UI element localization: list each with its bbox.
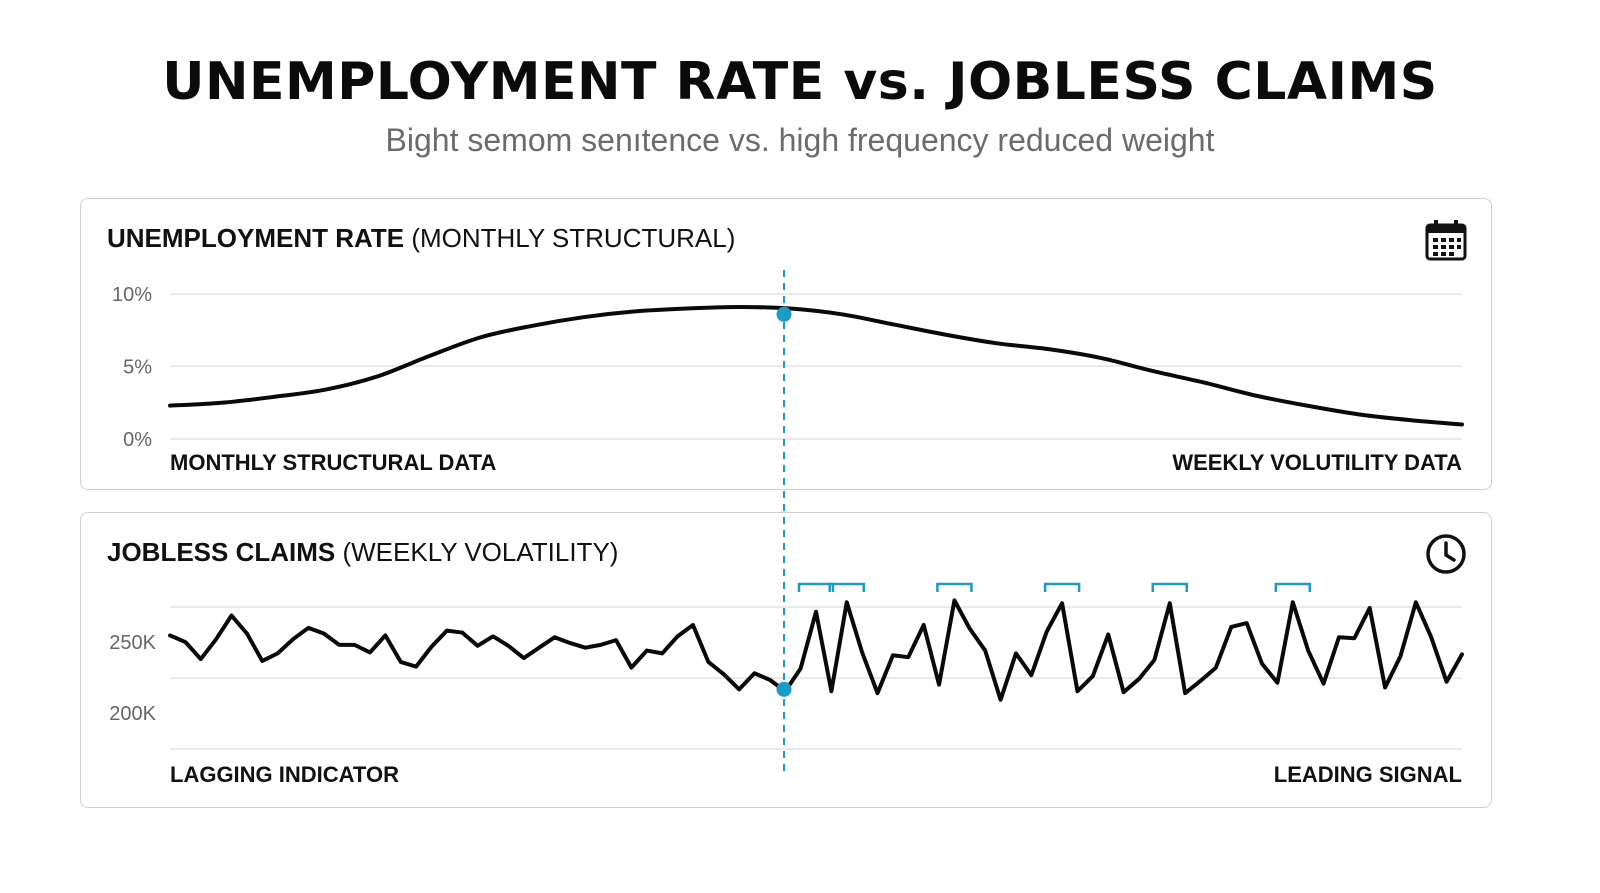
clock-icon	[1426, 534, 1466, 574]
jobless-title-bold: JOBLESS CLAIMS	[107, 537, 336, 567]
calendar-icon	[1425, 220, 1467, 261]
page-subtitle: Bight semom senıtence vs. high frequency…	[385, 122, 1215, 158]
unemployment-panel-title: UNEMPLOYMENT RATE (MONTHLY STRUCTURAL)	[107, 223, 735, 254]
jobless-title-sub: (WEEKLY VOLATILITY)	[342, 537, 619, 567]
unemployment-title-bold: UNEMPLOYMENT RATE	[107, 223, 405, 253]
page-title: UNEMPLOYMENT RATE vs. JOBLESS CLAIMS	[162, 52, 1438, 112]
jobless-panel-title: JOBLESS CLAIMS (WEEKLY VOLATILITY)	[107, 537, 618, 568]
jobless-claims-panel: JOBLESS CLAIMS (WEEKLY VOLATILITY)	[80, 512, 1492, 808]
unemployment-panel: UNEMPLOYMENT RATE (MONTHLY STRUCTURAL)	[80, 198, 1492, 490]
unemployment-title-sub: (MONTHLY STRUCTURAL)	[411, 223, 736, 253]
